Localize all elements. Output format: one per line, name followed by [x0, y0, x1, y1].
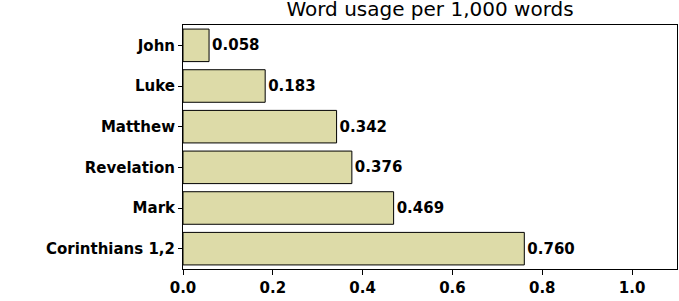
svg-text:0.2: 0.2: [260, 279, 287, 297]
svg-text:Mark: Mark: [133, 199, 176, 217]
svg-text:0.342: 0.342: [340, 118, 387, 136]
svg-text:0.376: 0.376: [355, 158, 402, 176]
svg-text:0.760: 0.760: [527, 240, 574, 258]
svg-text:Luke: Luke: [135, 77, 175, 95]
svg-text:Matthew: Matthew: [101, 118, 175, 136]
svg-text:0.6: 0.6: [439, 279, 466, 297]
svg-text:Revelation: Revelation: [85, 159, 175, 177]
svg-text:Word usage per 1,000 words: Word usage per 1,000 words: [286, 0, 573, 21]
svg-text:Corinthians 1,2: Corinthians 1,2: [46, 240, 175, 258]
svg-text:0.469: 0.469: [397, 199, 444, 217]
svg-text:0.183: 0.183: [268, 77, 315, 95]
svg-text:1.0: 1.0: [619, 279, 646, 297]
svg-text:0.8: 0.8: [529, 279, 556, 297]
svg-text:0.0: 0.0: [170, 279, 197, 297]
svg-text:John: John: [137, 37, 175, 55]
svg-text:0.058: 0.058: [212, 36, 259, 54]
svg-text:0.4: 0.4: [349, 279, 376, 297]
